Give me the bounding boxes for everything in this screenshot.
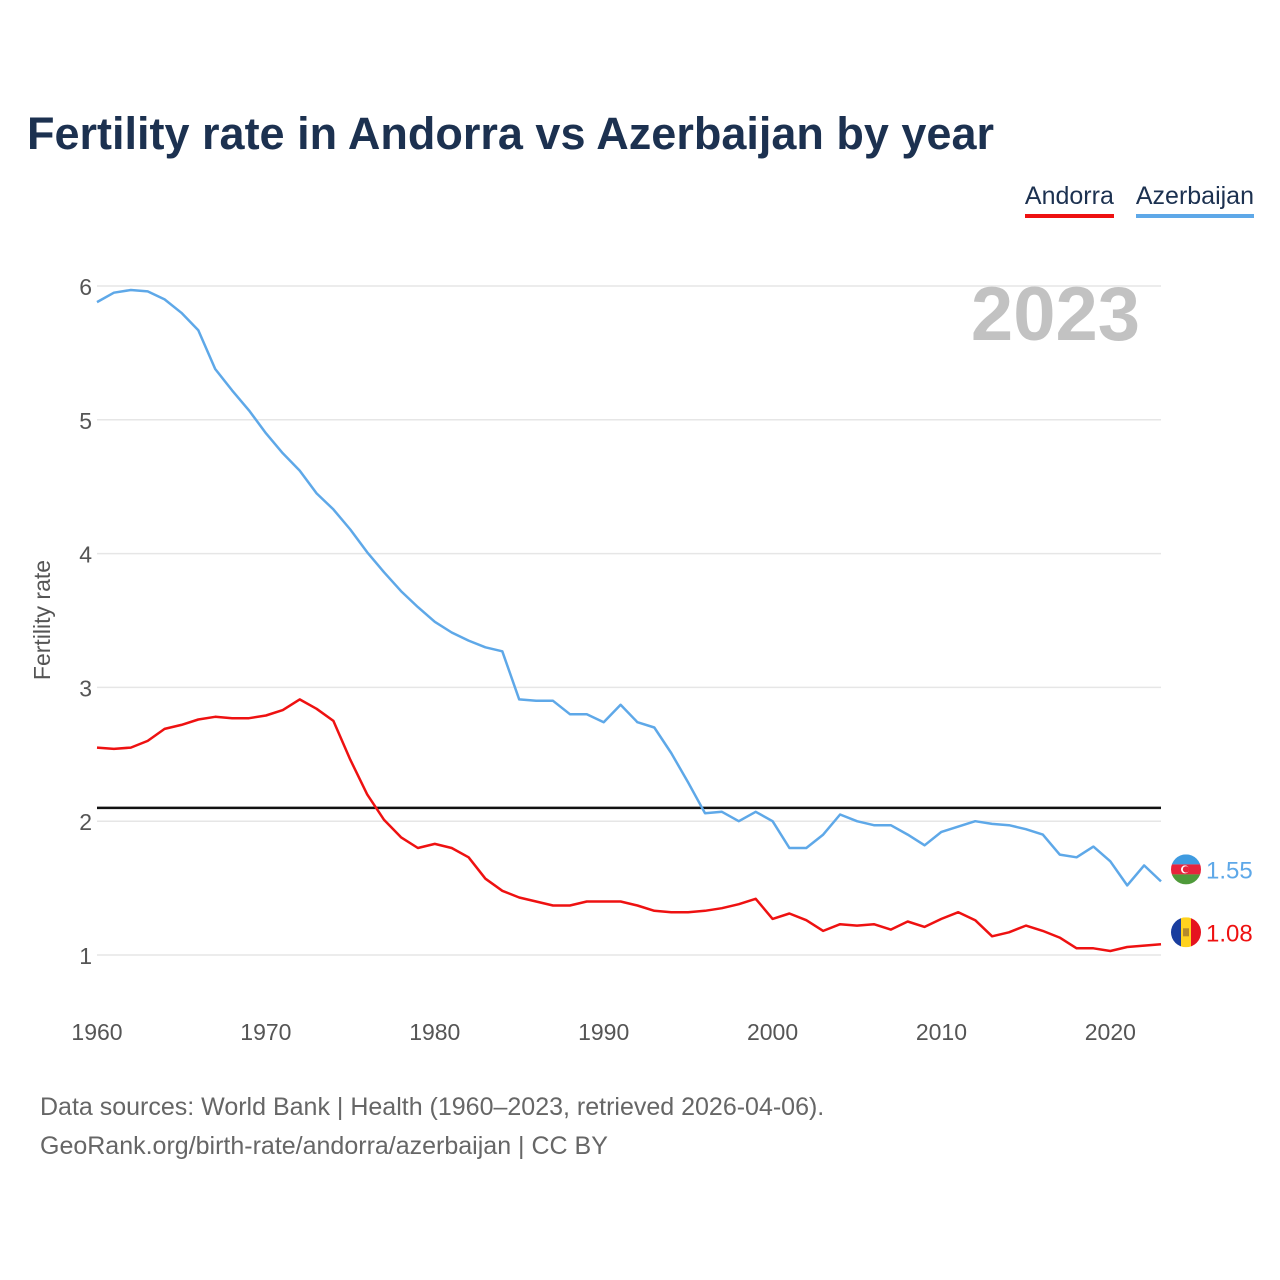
legend-item-azerbaijan[interactable]: Azerbaijan — [1135, 182, 1254, 218]
grid — [97, 285, 1161, 956]
end-label-azerbaijan: 1.55 — [1206, 857, 1253, 884]
end-markers: 1.08 1.55 — [1171, 854, 1253, 948]
flag-azerbaijan-icon — [1171, 854, 1201, 885]
year-label: 2023 — [971, 272, 1140, 357]
series-line-azerbaijan — [96, 288, 1162, 887]
y-tick-label-5: 5 — [79, 408, 92, 434]
y-tick-label-1: 1 — [79, 943, 92, 969]
end-label-andorra: 1.08 — [1206, 920, 1253, 947]
x-tick-label-2020: 2020 — [1085, 1019, 1136, 1045]
source-note: Data sources: World Bank | Health (1960–… — [40, 1088, 824, 1166]
y-tick-label-6: 6 — [79, 274, 92, 300]
x-tick-label-1960: 1960 — [71, 1019, 122, 1045]
series-group — [96, 288, 1162, 953]
legend: Andorra Azerbaijan — [1024, 182, 1254, 218]
source-line-2: GeoRank.org/birth-rate/andorra/azerbaija… — [40, 1132, 608, 1160]
y-tick-label-2: 2 — [79, 809, 92, 835]
x-tick-label-2010: 2010 — [916, 1019, 967, 1045]
source-line-1: Data sources: World Bank | Health (1960–… — [40, 1093, 825, 1121]
series-line-andorra — [96, 698, 1162, 953]
y-tick-label-4: 4 — [79, 542, 92, 568]
flag-andorra-icon — [1171, 917, 1201, 948]
y-axis-label: Fertility rate — [29, 560, 55, 680]
legend-item-andorra[interactable]: Andorra — [1024, 182, 1114, 218]
line-chart: 1 2 3 4 5 6 1960 1970 1980 1990 2000 2010 2020 Fert… — [29, 272, 1253, 1045]
y-axis: 1 2 3 4 5 6 — [79, 274, 92, 969]
x-tick-label-1970: 1970 — [240, 1019, 291, 1045]
chart-title: Fertility rate in Andorra vs Azerbaijan … — [27, 108, 994, 159]
x-tick-label-1980: 1980 — [409, 1019, 460, 1045]
x-tick-label-2000: 2000 — [747, 1019, 798, 1045]
y-tick-label-3: 3 — [79, 675, 92, 701]
x-axis: 1960 1970 1980 1990 2000 2010 2020 — [71, 1019, 1136, 1045]
x-tick-label-1990: 1990 — [578, 1019, 629, 1045]
